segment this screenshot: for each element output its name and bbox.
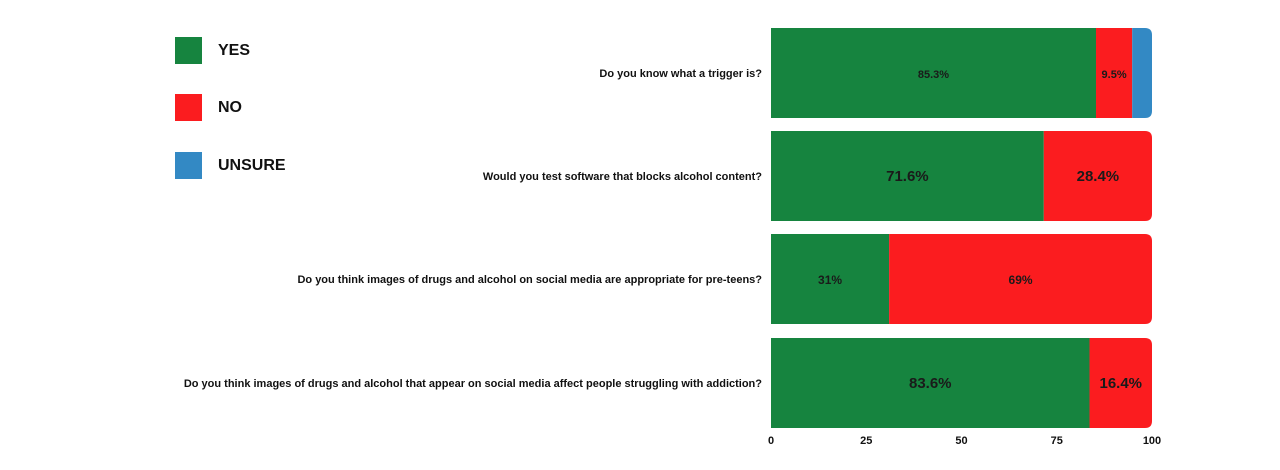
data-label: 9.5% <box>1102 69 1127 81</box>
bar-segment-yes <box>771 338 1090 428</box>
x-tick-label: 75 <box>1051 435 1063 447</box>
bar-segment-no <box>1095 28 1133 118</box>
category-label: Do you know what a trigger is? <box>599 68 762 80</box>
bar-segment-no <box>1043 131 1152 221</box>
bar-segment-yes <box>771 234 890 324</box>
legend-item-no: NO <box>175 94 242 121</box>
bar-segment-no <box>1089 338 1152 428</box>
bar-group <box>771 338 1152 428</box>
x-tick-label: 0 <box>768 435 774 447</box>
legend-swatch-yes <box>175 37 202 64</box>
legend-swatch-unsure <box>175 152 202 179</box>
data-label: 16.4% <box>1099 375 1142 392</box>
data-label: 71.6% <box>886 168 929 185</box>
legend-label-unsure: UNSURE <box>218 156 286 174</box>
data-label: 85.3% <box>918 69 949 81</box>
category-label: Do you think images of drugs and alcohol… <box>297 274 762 286</box>
legend-label-no: NO <box>218 98 242 116</box>
legend-item-yes: YES <box>175 37 250 64</box>
data-label: 28.4% <box>1077 168 1120 185</box>
bar-segment-no <box>889 234 1152 324</box>
bar-segment-unsure <box>1132 28 1152 118</box>
category-label: Would you test software that blocks alco… <box>483 171 762 183</box>
data-label: 69% <box>1009 273 1033 287</box>
bar-group <box>771 28 1152 118</box>
bar-group <box>771 234 1152 324</box>
x-tick-label: 25 <box>860 435 872 447</box>
bar-group <box>771 131 1152 221</box>
bar-segment-yes <box>771 131 1044 221</box>
legend-swatch-no <box>175 94 202 121</box>
legend-item-unsure: UNSURE <box>175 152 286 179</box>
x-tick-label: 50 <box>955 435 967 447</box>
data-label: 31% <box>818 273 842 287</box>
category-label: Do you think images of drugs and alcohol… <box>184 378 762 390</box>
legend-label-yes: YES <box>218 41 251 59</box>
data-label: 83.6% <box>909 375 952 392</box>
x-tick-label: 100 <box>1143 435 1161 447</box>
bar-segment-yes <box>771 28 1096 118</box>
